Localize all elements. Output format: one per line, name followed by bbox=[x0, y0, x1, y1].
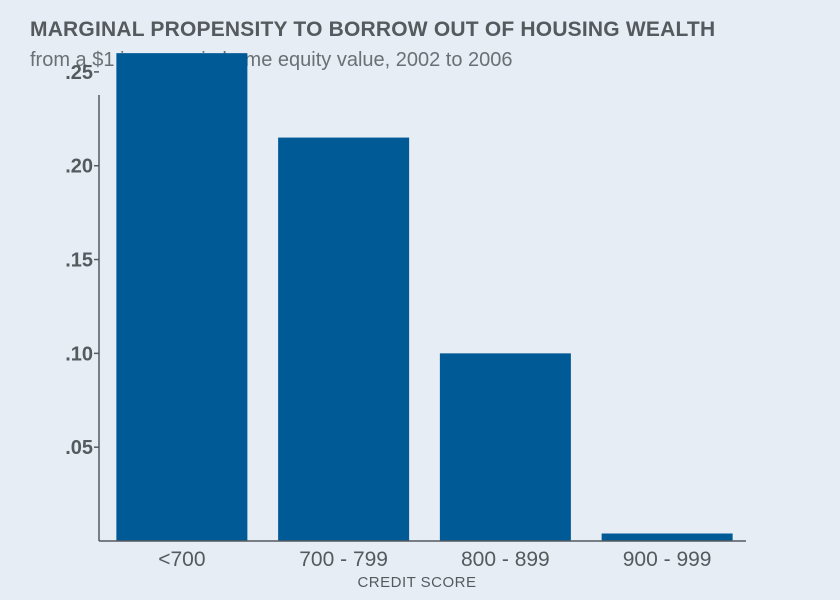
chart-title: MARGINAL PROPENSITY TO BORROW OUT OF HOU… bbox=[30, 18, 716, 41]
x-category-label: 900 - 999 bbox=[623, 548, 712, 571]
y-tick-label: .25 bbox=[65, 62, 93, 84]
bar-2 bbox=[439, 353, 571, 541]
y-tick-label: .05 bbox=[65, 437, 93, 459]
x-category-label: 700 - 799 bbox=[299, 548, 388, 571]
y-axis-ticks: .05 .10 .15 .20 .25 bbox=[65, 62, 99, 459]
bars-group bbox=[116, 53, 733, 542]
y-tick-label: .20 bbox=[65, 156, 93, 178]
bar-0 bbox=[116, 53, 248, 542]
y-tick-label: .10 bbox=[65, 343, 93, 365]
x-axis-title: CREDIT SCORE bbox=[357, 574, 476, 591]
bar-3 bbox=[601, 533, 733, 541]
y-tick-label: .15 bbox=[65, 250, 93, 272]
x-category-label: <700 bbox=[158, 548, 205, 571]
bar-1 bbox=[278, 137, 410, 541]
x-axis-labels: <700 700 - 799 800 - 899 900 - 999 bbox=[158, 548, 711, 571]
x-category-label: 800 - 899 bbox=[461, 548, 550, 571]
